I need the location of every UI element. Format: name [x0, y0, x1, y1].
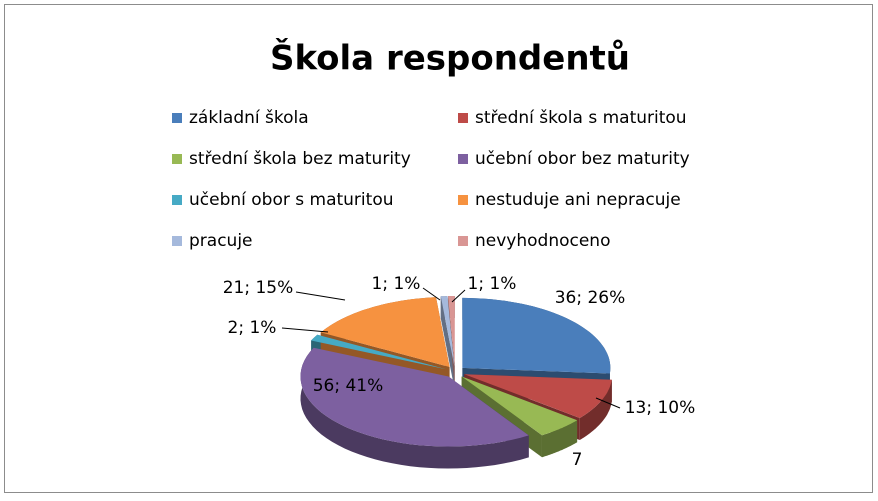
legend-label: nestuduje ani nepracuje [475, 190, 681, 210]
legend-swatch [172, 113, 182, 123]
data-label: 13; 10% [625, 398, 696, 418]
slice [300, 347, 529, 447]
legend-swatch [172, 154, 182, 164]
legend-swatch [458, 195, 468, 205]
slice [320, 297, 450, 367]
legend-label: střední škola bez maturity [189, 149, 411, 169]
slice [461, 376, 578, 436]
legend-label: nevyhodnoceno [475, 231, 610, 251]
data-label: 1; 1% [372, 274, 421, 294]
slice [464, 374, 612, 418]
leader-line [281, 327, 329, 333]
data-label: 2; 1% [228, 318, 277, 338]
slice-wall [579, 379, 612, 440]
data-label: 36; 26% [555, 288, 626, 308]
legend-swatch [172, 236, 182, 246]
legend-label: základní škola [189, 108, 309, 128]
slice [448, 296, 455, 367]
chart-title: Škola respondentů [270, 38, 630, 79]
data-label: 21; 15% [223, 278, 294, 298]
slice [311, 334, 447, 370]
data-label: 1; 1% [468, 274, 517, 294]
data-label: 7 [572, 450, 583, 470]
data-label: 56; 41% [313, 376, 384, 396]
legend-label: pracuje [189, 231, 253, 251]
slice-wall [300, 347, 529, 469]
leader-line [595, 397, 621, 409]
slice-wall [542, 420, 578, 458]
legend-label: učební obor bez maturity [475, 149, 690, 169]
slice-side [440, 296, 455, 389]
leader-line [295, 291, 346, 301]
leader-line [422, 287, 441, 301]
slice [462, 297, 611, 374]
slice [440, 296, 455, 367]
legend-label: učební obor s maturitou [189, 190, 394, 210]
leader-line [451, 289, 466, 303]
legend-swatch [458, 113, 468, 123]
legend-label: střední škola s maturitou [475, 108, 687, 128]
legend-swatch [172, 195, 182, 205]
legend-swatch [458, 236, 468, 246]
legend-swatch [458, 154, 468, 164]
